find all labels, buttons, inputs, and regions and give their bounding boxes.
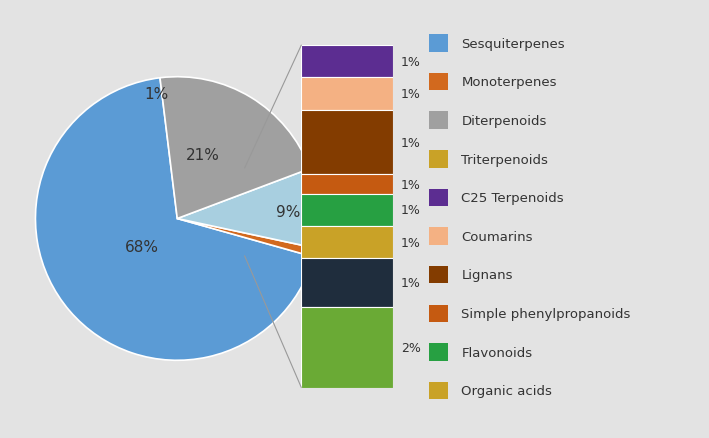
Bar: [429, 35, 448, 53]
Bar: [301, 307, 393, 388]
Text: C25 Terpenoids: C25 Terpenoids: [462, 192, 564, 205]
Text: 21%: 21%: [186, 148, 220, 163]
Bar: [429, 151, 448, 168]
Bar: [429, 112, 448, 130]
Bar: [301, 259, 393, 307]
Bar: [301, 46, 393, 78]
Bar: [429, 189, 448, 207]
Text: 9%: 9%: [276, 205, 300, 219]
Bar: [429, 74, 448, 91]
Text: Coumarins: Coumarins: [462, 230, 532, 243]
Bar: [301, 194, 393, 226]
Text: 1%: 1%: [401, 178, 420, 191]
Text: Triterpenoids: Triterpenoids: [462, 153, 548, 166]
Text: Simple phenylpropanoids: Simple phenylpropanoids: [462, 307, 630, 320]
Bar: [429, 228, 448, 245]
Text: 1%: 1%: [401, 204, 420, 217]
Text: Lignans: Lignans: [462, 269, 513, 282]
Text: 1%: 1%: [401, 88, 420, 101]
Wedge shape: [177, 169, 319, 249]
Bar: [301, 78, 393, 110]
Text: 1%: 1%: [401, 276, 420, 290]
Bar: [429, 305, 448, 322]
Bar: [429, 382, 448, 399]
Wedge shape: [160, 78, 310, 219]
Bar: [429, 343, 448, 361]
Bar: [301, 175, 393, 194]
Text: 1%: 1%: [401, 56, 420, 69]
Bar: [429, 266, 448, 284]
Text: 68%: 68%: [125, 240, 159, 255]
Bar: [301, 226, 393, 259]
Wedge shape: [177, 219, 316, 258]
Text: 1%: 1%: [144, 87, 168, 102]
Text: 1%: 1%: [401, 136, 420, 149]
Text: Flavonoids: Flavonoids: [462, 346, 532, 359]
Text: Sesquiterpenes: Sesquiterpenes: [462, 38, 565, 50]
Text: 2%: 2%: [401, 341, 420, 354]
Bar: [301, 110, 393, 175]
Text: 1%: 1%: [401, 236, 420, 249]
Text: Diterpenoids: Diterpenoids: [462, 115, 547, 127]
Text: Monoterpenes: Monoterpenes: [462, 76, 557, 89]
Text: Organic acids: Organic acids: [462, 385, 552, 397]
Wedge shape: [35, 78, 314, 360]
